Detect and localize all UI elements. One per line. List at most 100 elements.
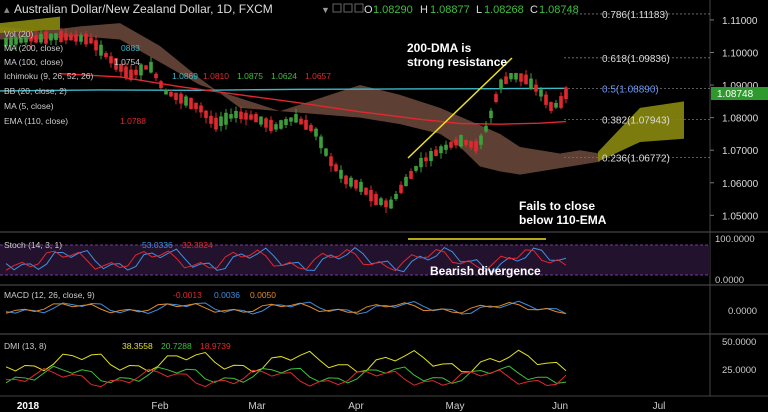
- bullish-candle: [429, 151, 433, 162]
- dmi-plus-value: 20.7288: [161, 341, 192, 351]
- bearish-candle: [494, 94, 498, 103]
- indicator-ma5[interactable]: MA (5, close): [4, 101, 54, 111]
- bearish-candle: [209, 115, 213, 124]
- bullish-candle: [444, 144, 448, 150]
- price-tick-label: 1.05000: [722, 211, 759, 222]
- price-tick-label: 1.08000: [722, 114, 759, 125]
- chart-header: ▴ Australian Dollar/New Zealand Dollar, …: [4, 2, 579, 16]
- stoch-title[interactable]: Stoch (14, 3, 1): [4, 240, 62, 250]
- last-price-value: 1.08748: [717, 89, 754, 100]
- bullish-candle: [394, 193, 398, 200]
- bearish-candle: [104, 53, 108, 58]
- bearish-candle: [449, 141, 453, 148]
- fib-level-label: 0.5(1.08890): [602, 85, 659, 96]
- macd-title[interactable]: MACD (12, 26, close, 9): [4, 290, 95, 300]
- bearish-candle: [299, 118, 303, 125]
- close-icon[interactable]: [343, 3, 353, 13]
- time-tick-label: Mar: [248, 401, 266, 412]
- bearish-candle: [89, 37, 93, 44]
- bearish-candle: [189, 97, 193, 110]
- ma200-value: 0883: [121, 43, 140, 53]
- bearish-candle: [309, 124, 313, 132]
- time-axis[interactable]: 2018 Feb Mar Apr May Jun Jul: [17, 401, 666, 412]
- bearish-candle: [369, 189, 373, 202]
- bearish-candle: [129, 69, 133, 80]
- collapse-icon[interactable]: ▴: [4, 4, 10, 16]
- bearish-candle: [74, 34, 78, 42]
- bearish-candle: [564, 87, 568, 100]
- open-label: O: [364, 4, 373, 16]
- indicator-ichimoku[interactable]: Ichimoku (9, 26, 52, 26): [4, 71, 93, 81]
- bullish-candle: [9, 37, 13, 46]
- bearish-candle: [424, 157, 428, 162]
- stoch-axis-bottom: 0.0000: [715, 275, 744, 286]
- stoch-lines: [5, 246, 567, 274]
- indicator-ema110[interactable]: EMA (110, close): [4, 116, 68, 126]
- indicator-ma200[interactable]: MA (200, close): [4, 43, 63, 53]
- bearish-candle: [44, 31, 48, 44]
- high-value: 1.08877: [430, 4, 470, 16]
- bullish-candle: [359, 181, 363, 192]
- symbol-title[interactable]: Australian Dollar/New Zealand Dollar, 1D…: [14, 2, 273, 16]
- indicator-bb[interactable]: BB (20, close, 2): [4, 86, 67, 96]
- resistance-annotation-line2: strong resistance: [407, 55, 507, 69]
- fib-level-label: 0.382(1.07943): [602, 115, 670, 126]
- macd-value-2: 0.0036: [214, 290, 240, 300]
- dmi-lines: [5, 349, 567, 388]
- price-axis[interactable]: 1.11000 1.10000 1.09000 1.08000 1.07000 1.060…: [710, 16, 759, 222]
- bearish-candle: [249, 114, 253, 120]
- bullish-candle: [289, 117, 293, 122]
- ichimoku-value-2: 1.0810: [203, 71, 229, 81]
- bearish-candle: [69, 34, 73, 41]
- bearish-candle: [204, 110, 208, 119]
- resistance-trend-line[interactable]: [407, 57, 513, 159]
- bearish-candle: [254, 114, 258, 123]
- macd-signal-line: [5, 302, 567, 315]
- bullish-candle: [139, 64, 143, 76]
- bullish-candle: [499, 79, 503, 90]
- bearish-candle: [364, 187, 368, 195]
- ema-annotation-line2: below 110-EMA: [519, 213, 607, 227]
- bearish-candle: [329, 156, 333, 167]
- price-tick-label: 1.06000: [722, 179, 759, 190]
- bullish-candle: [514, 73, 518, 80]
- bearish-candle: [169, 91, 173, 97]
- bearish-candle: [264, 118, 268, 128]
- divergence-annotation: Bearish divergence: [430, 264, 541, 278]
- bullish-candle: [39, 34, 43, 43]
- ema-annotation-line1: Fails to close: [519, 199, 595, 213]
- indicator-ma100[interactable]: MA (100, close): [4, 57, 63, 67]
- bullish-candle: [164, 89, 168, 95]
- bullish-candle: [294, 114, 298, 123]
- dmi-minus-value: 18.9739: [200, 341, 231, 351]
- bearish-candle: [354, 180, 358, 189]
- bearish-candle: [304, 119, 308, 130]
- ichimoku-value-5: 1.0657: [305, 71, 331, 81]
- bullish-candle: [419, 157, 423, 168]
- ichimoku-value-1: 1.0869: [172, 71, 198, 81]
- bullish-candle: [314, 128, 318, 137]
- bullish-candle: [439, 146, 443, 154]
- open-value: 1.08290: [373, 4, 413, 16]
- dmi-adx-line: [5, 349, 567, 373]
- price-tick-label: 1.11000: [722, 16, 758, 27]
- bearish-candle: [344, 175, 348, 185]
- indicator-vol[interactable]: Vol (20): [4, 29, 33, 39]
- bullish-candle: [54, 33, 58, 41]
- more-icon[interactable]: [354, 3, 364, 13]
- bullish-candle: [234, 110, 238, 119]
- settings-icon[interactable]: [332, 3, 342, 13]
- time-tick-label: May: [446, 401, 465, 412]
- dmi-title[interactable]: DMI (13, 8): [4, 341, 47, 351]
- bearish-candle: [84, 33, 88, 45]
- stoch-d-value: 32.3824: [182, 240, 213, 250]
- bullish-candle: [539, 89, 543, 97]
- symbol-dropdown-icon[interactable]: ▼: [321, 5, 330, 15]
- bearish-candle: [269, 119, 273, 132]
- bullish-candle: [554, 102, 558, 108]
- bearish-candle: [114, 58, 118, 70]
- bearish-candle: [549, 101, 553, 112]
- bearish-candle: [544, 94, 548, 105]
- bearish-candle: [504, 76, 508, 84]
